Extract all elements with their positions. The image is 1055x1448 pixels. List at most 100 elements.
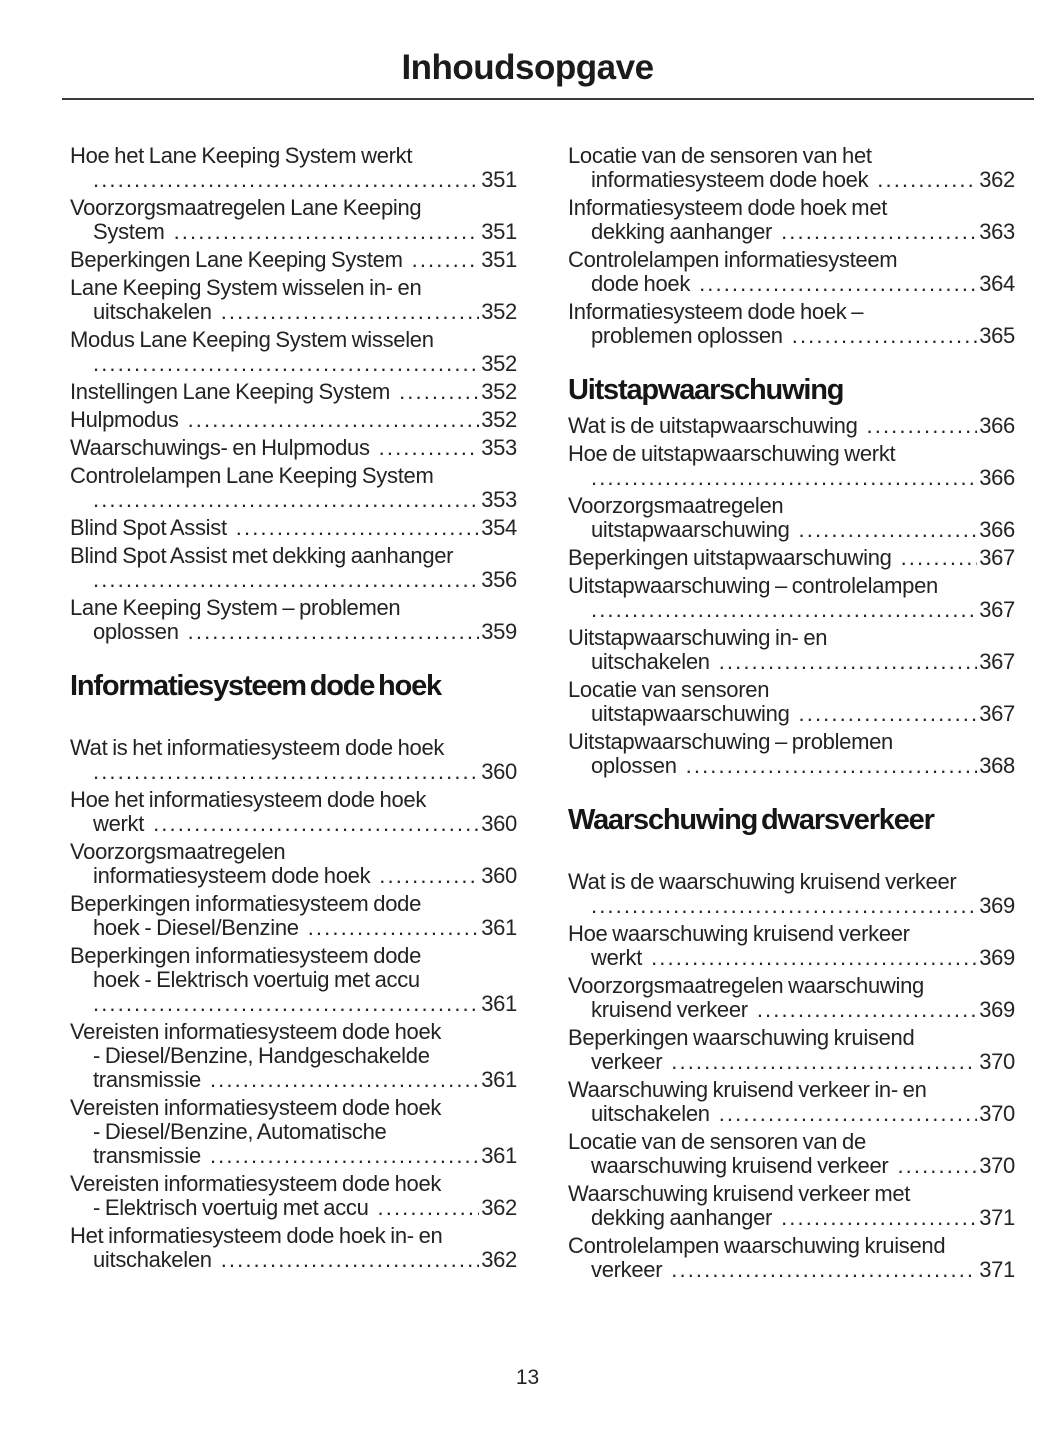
dot-leader [399, 380, 479, 404]
toc-entry-line: Beperkingen uitstapwaarschuwing 367 [568, 546, 1015, 570]
dot-leader [799, 518, 978, 542]
toc-entry: Voorzorgsmaatregelen informatiesysteem do… [70, 840, 517, 888]
toc-entry-text: Beperkingen Lane Keeping System [70, 247, 403, 272]
toc-entry-line: Wat is de waarschuwing kruisend verkeer [568, 869, 957, 894]
toc-entry-line: uitschakelen 362 [93, 1248, 517, 1272]
toc-entry-page: 369 [979, 997, 1015, 1022]
toc-entry: Beperkingen Lane Keeping System 351 [70, 248, 517, 272]
toc-entry: Hulpmodus 352 [70, 408, 517, 432]
toc-entry: Lane Keeping System wisselen in- en uitsc… [70, 276, 517, 324]
toc-entry-text: Wat is de uitstapwaarschuwing [568, 413, 858, 438]
section-heading: Uitstapwaarschuwing [568, 374, 845, 406]
toc-entry: Vereisten informatiesysteem dode hoek - D… [70, 1096, 517, 1168]
toc-entry-line: Blind Spot Assist 354 [70, 516, 517, 540]
dot-leader [781, 220, 977, 244]
dot-leader [591, 894, 977, 918]
dot-leader [792, 324, 977, 348]
toc-entry-page: 352 [481, 351, 517, 376]
dot-leader [877, 168, 977, 192]
toc-entry-line: Informatiesysteem dode hoek met [568, 195, 888, 220]
toc-entry-text: werkt [93, 811, 145, 836]
toc-entry-text: dode hoek [591, 271, 691, 296]
toc-entry-page: 365 [979, 323, 1015, 348]
toc-entry-line: 356 [93, 568, 517, 592]
toc-entry: Beperkingen waarschuwing kruisend verkeer… [568, 1026, 1015, 1074]
toc-entry-line: uitschakelen 370 [591, 1102, 1015, 1126]
dot-leader [210, 1144, 479, 1168]
toc-entry-line: Uitstapwaarschuwing – controlelampen [568, 573, 938, 598]
toc-entry: Het informatiesysteem dode hoek in- en ui… [70, 1224, 517, 1272]
toc-entry-line: Controlelampen Lane Keeping System [70, 463, 434, 488]
toc-entry-line: hoek - Elektrisch voertuig met accu [93, 967, 420, 992]
toc-entry-text: informatiesysteem dode hoek [591, 167, 869, 192]
dot-leader [591, 598, 977, 622]
toc-entry-line: Controlelampen informatiesysteem [568, 247, 898, 272]
toc-column-right: Locatie van de sensoren van het informati… [568, 144, 1015, 1286]
toc-entry-page: 352 [481, 299, 517, 324]
toc-entry: Wat is de waarschuwing kruisend verkeer 3… [568, 870, 1015, 918]
toc-entry-line: Controlelampen waarschuwing kruisend [568, 1233, 946, 1258]
toc-entry-page: 361 [481, 1067, 517, 1092]
toc-entry-text: transmissie [93, 1067, 201, 1092]
toc-entry-line: hoek - Diesel/Benzine 361 [93, 916, 517, 940]
toc-entry-page: 364 [979, 271, 1015, 296]
toc-entry-page: 361 [481, 1143, 517, 1168]
toc-entry-page: 353 [481, 487, 517, 512]
toc-entry-line: transmissie 361 [93, 1144, 517, 1168]
toc-entry-page: 367 [979, 649, 1015, 674]
toc-entry-text: dekking aanhanger [591, 219, 773, 244]
dot-leader [308, 916, 479, 940]
toc-entry-text: uitschakelen [591, 1101, 710, 1126]
toc-entry: Waarschuwing kruisend verkeer in- en uits… [568, 1078, 1015, 1126]
toc-entry-line: 360 [93, 760, 517, 784]
toc-entry-page: 367 [979, 545, 1015, 570]
toc-entry-text: oplossen [93, 619, 179, 644]
dot-leader [93, 992, 479, 1016]
dot-leader [799, 702, 978, 726]
toc-entry-page: 366 [979, 465, 1015, 490]
toc-entry: Waarschuwings- en Hulpmodus 353 [70, 436, 517, 460]
toc-entry-page: 351 [481, 247, 517, 272]
toc-entry-page: 352 [481, 407, 517, 432]
toc-entry-line: Wat is de uitstapwaarschuwing 366 [568, 414, 1015, 438]
toc-entry-line: Hulpmodus 352 [70, 408, 517, 432]
toc-entry-line: transmissie 361 [93, 1068, 517, 1092]
toc-entry-text: uitschakelen [93, 1247, 212, 1272]
toc-entry-line: 366 [591, 466, 1015, 490]
toc-entry-page: 351 [481, 167, 517, 192]
toc-entry: Wat is de uitstapwaarschuwing 366 [568, 414, 1015, 438]
dot-leader [719, 650, 977, 674]
dot-leader [867, 414, 978, 438]
toc-entry-line: informatiesysteem dode hoek 360 [93, 864, 517, 888]
toc-entry-text: kruisend verkeer [591, 997, 748, 1022]
toc-entry: Controlelampen waarschuwing kruisend verk… [568, 1234, 1015, 1282]
toc-entry-line: dekking aanhanger 363 [591, 220, 1015, 244]
dot-leader [221, 1248, 479, 1272]
toc-entry-page: 369 [979, 893, 1015, 918]
toc-columns: Hoe het Lane Keeping System werkt 351 Voor… [0, 144, 1055, 1286]
toc-entry-text: dekking aanhanger [591, 1205, 773, 1230]
toc-entry-page: 360 [481, 759, 517, 784]
toc-entry-line: problemen oplossen 365 [591, 324, 1015, 348]
toc-entry-page: 371 [979, 1205, 1015, 1230]
toc-entry-line: Waarschuwing kruisend verkeer in- en [568, 1077, 927, 1102]
toc-entry-text: informatiesysteem dode hoek [93, 863, 371, 888]
toc-entry-line: waarschuwing kruisend verkeer 370 [591, 1154, 1015, 1178]
toc-entry-line: Uitstapwaarschuwing – problemen [568, 729, 893, 754]
header-rule [62, 98, 1034, 100]
toc-entry-line: verkeer 370 [591, 1050, 1015, 1074]
toc-entry-line: Hoe waarschuwing kruisend verkeer [568, 921, 910, 946]
toc-entry-text: System [93, 219, 165, 244]
toc-entry-line: uitstapwaarschuwing 367 [591, 702, 1015, 726]
dot-leader [699, 272, 977, 296]
toc-entry-text: werkt [591, 945, 643, 970]
page-number: 13 [515, 1366, 540, 1389]
dot-leader [719, 1102, 977, 1126]
toc-entry-line: Hoe het Lane Keeping System werkt [70, 143, 413, 168]
toc-entry-text: Waarschuwings- en Hulpmodus [70, 435, 370, 460]
toc-entry-page: 370 [979, 1101, 1015, 1126]
